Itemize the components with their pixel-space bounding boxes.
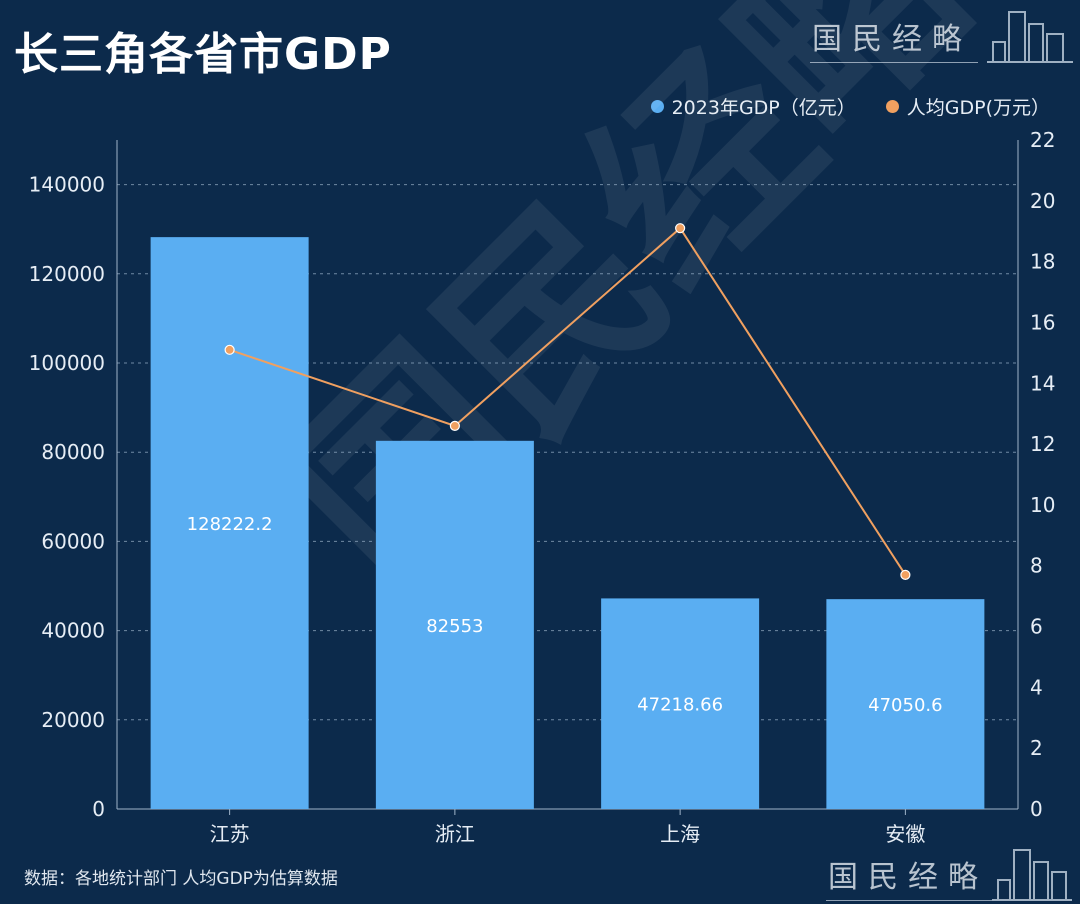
legend-dot-blue — [650, 100, 664, 113]
x-tick-label: 上海 — [660, 822, 700, 846]
per-capita-line — [229, 226, 907, 576]
y-right-tick-label: 6 — [1030, 615, 1043, 639]
bar-4 — [826, 599, 985, 809]
y-left-tick-label: 140000 — [29, 173, 105, 197]
x-tick-label: 江苏 — [210, 822, 250, 846]
y-right-tick-label: 12 — [1030, 432, 1055, 456]
legend-item-percapita: 人均GDP(万元） — [885, 93, 1050, 120]
bar-data-label: 47050.6 — [868, 695, 942, 716]
brand-logo-top: 国民经略 — [810, 14, 978, 63]
y-left-tick-label: 80000 — [41, 440, 105, 464]
y-right-tick-label: 4 — [1030, 675, 1043, 699]
bar-3 — [601, 598, 760, 809]
y-right-tick-label: 0 — [1030, 797, 1043, 821]
legend-label-gdp: 2023年GDP（亿元） — [671, 97, 856, 119]
y-left-tick-label: 20000 — [41, 708, 105, 732]
bar-1 — [150, 237, 309, 810]
bar-data-label: 82553 — [426, 616, 483, 637]
per-capita-point — [900, 569, 911, 580]
source-note: 数据：各地统计部门 人均GDP为估算数据 — [24, 869, 338, 889]
bar-data-label: 128222.2 — [187, 514, 273, 535]
brand-logo-bottom: 国民经略 — [826, 852, 994, 901]
y-left-tick-label: 60000 — [41, 529, 105, 553]
skyline-icon — [987, 11, 1073, 63]
y-right-tick-label: 20 — [1030, 189, 1055, 213]
y-right-tick-label: 10 — [1030, 493, 1055, 517]
y-left-tick-label: 40000 — [41, 619, 105, 643]
per-capita-point — [675, 223, 686, 234]
per-capita-point — [224, 344, 235, 355]
y-left-tick-label: 0 — [92, 797, 105, 821]
y-right-tick-label: 16 — [1030, 310, 1055, 334]
legend-dot-orange — [885, 100, 899, 113]
skyline-icon-bottom — [992, 849, 1072, 901]
x-tick-label: 安徽 — [885, 822, 925, 846]
bar-2 — [375, 440, 534, 809]
x-tick-label: 浙江 — [435, 822, 475, 846]
legend: 2023年GDP（亿元） 人均GDP(万元） — [650, 93, 1050, 120]
bar-data-label: 47218.66 — [637, 695, 723, 716]
per-capita-point — [449, 420, 460, 431]
y-right-tick-label: 8 — [1030, 554, 1043, 578]
y-right-tick-label: 18 — [1030, 250, 1055, 274]
y-left-tick-label: 100000 — [29, 351, 105, 375]
y-right-tick-label: 14 — [1030, 371, 1055, 395]
y-right-tick-label: 22 — [1030, 128, 1055, 152]
chart-title: 长三角各省市GDP — [14, 29, 392, 80]
legend-label-percapita: 人均GDP(万元） — [906, 97, 1050, 119]
y-left-tick-label: 120000 — [29, 262, 105, 286]
legend-item-gdp: 2023年GDP（亿元） — [650, 93, 856, 120]
y-right-tick-label: 2 — [1030, 736, 1043, 760]
